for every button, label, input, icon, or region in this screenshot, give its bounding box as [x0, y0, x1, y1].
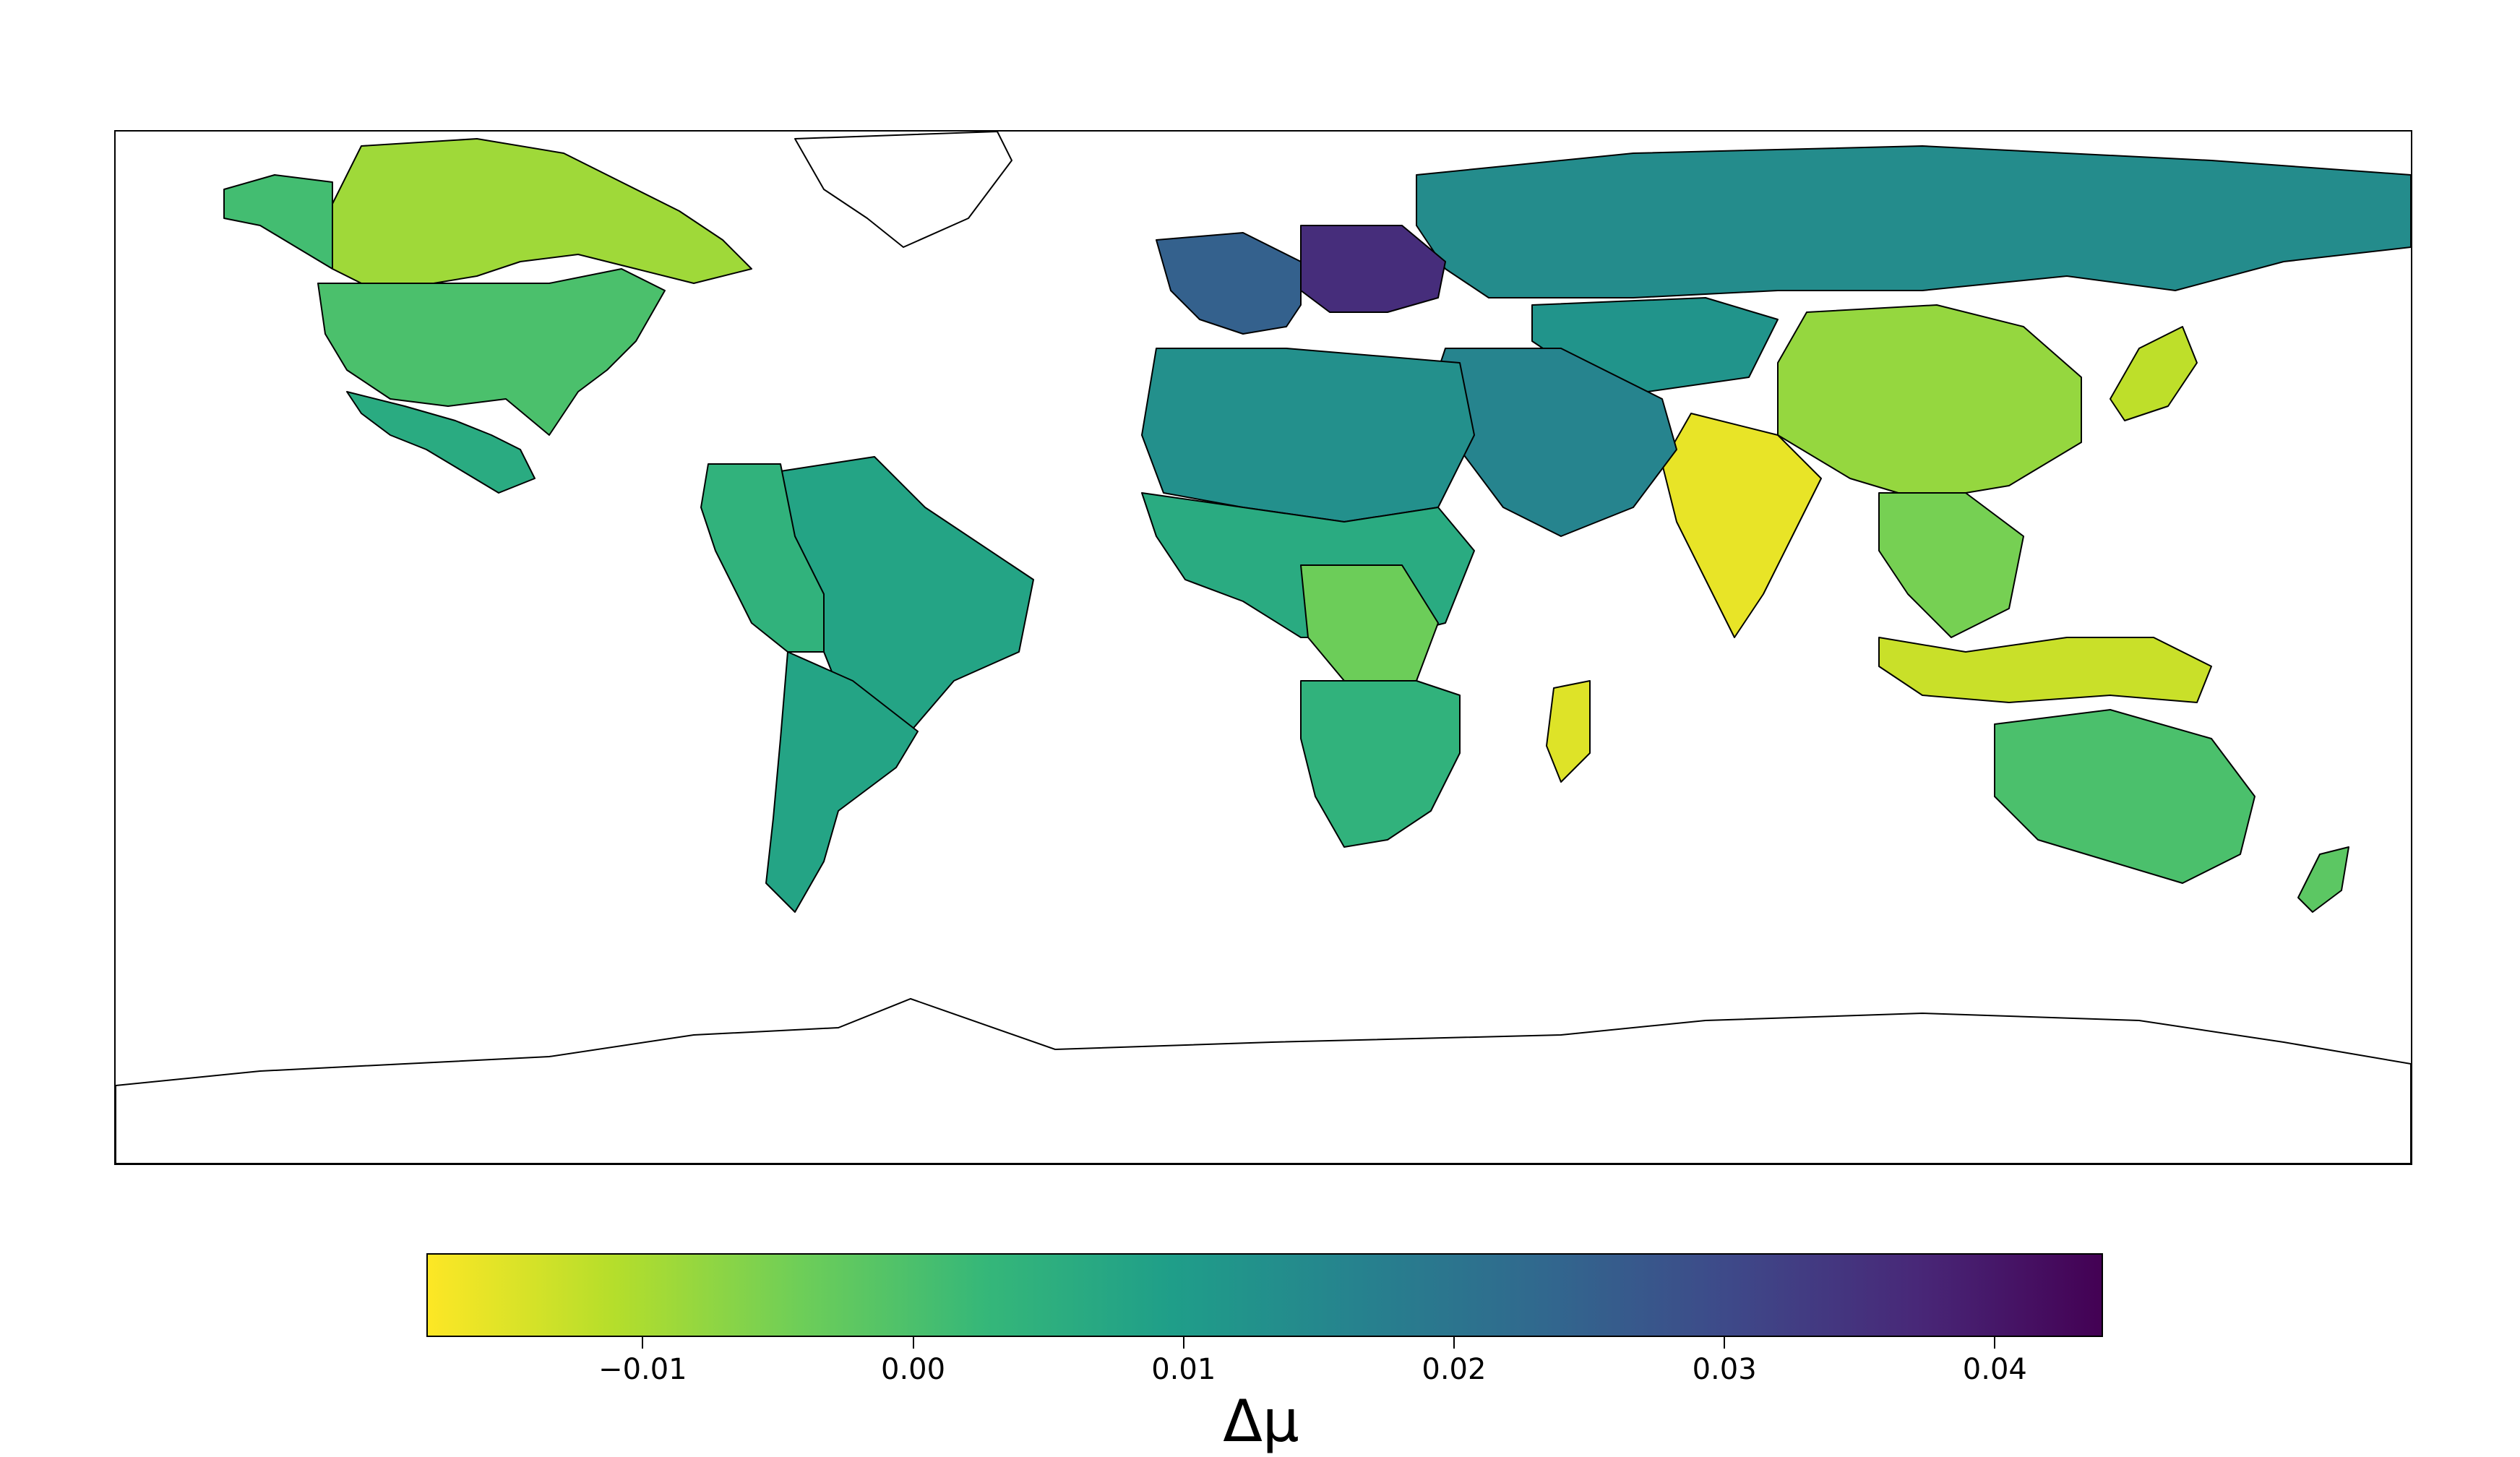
- colorbar-tick-label: 0.01: [1151, 1353, 1216, 1386]
- map-region-canada: [332, 138, 752, 284]
- map-frame: [114, 130, 2412, 1165]
- colorbar-tick-label: 0.00: [881, 1353, 946, 1386]
- map-region-madagascar: [1546, 680, 1591, 783]
- map-region-western-europe: [1156, 232, 1302, 335]
- map-regions: [223, 132, 2411, 913]
- colorbar-tick-label: 0.03: [1692, 1353, 1757, 1386]
- colorbar-gradient: [428, 1255, 2102, 1336]
- colorbar-tick-label: 0.02: [1422, 1353, 1487, 1386]
- map-region-alaska: [223, 174, 333, 270]
- colorbar-tick: [1994, 1337, 1996, 1349]
- colorbar-tick: [1724, 1337, 1726, 1349]
- colorbar-label: Δμ: [1223, 1388, 1299, 1455]
- map-region-china: [1777, 304, 2082, 501]
- colorbar: [426, 1253, 2103, 1337]
- map-region-south-america-west: [700, 463, 825, 653]
- map-region-mexico: [346, 391, 536, 494]
- map-region-indonesia: [1878, 637, 2212, 703]
- map-region-greenland: [794, 132, 1012, 248]
- colorbar-tick-label: −0.01: [598, 1353, 687, 1386]
- map-region-russia: [1416, 145, 2411, 298]
- map-region-india: [1661, 413, 1822, 638]
- map-region-antarctica: [116, 997, 2411, 1164]
- map-outlines: [116, 997, 2411, 1164]
- map-region-north-africa: [1141, 348, 1475, 523]
- colorbar-tick-label: 0.04: [1962, 1353, 2027, 1386]
- colorbar-tick: [642, 1337, 644, 1349]
- map-region-southeast-asia: [1878, 492, 2024, 638]
- map-region-new-zealand: [2297, 846, 2349, 913]
- map-region-united-states: [317, 268, 666, 436]
- colorbar-tick: [1182, 1337, 1184, 1349]
- map-region-central-europe: [1300, 225, 1446, 313]
- world-map: [116, 132, 2411, 1164]
- map-region-argentina: [765, 651, 919, 913]
- map-region-japan: [2110, 326, 2198, 421]
- colorbar-tick: [1453, 1337, 1455, 1349]
- colorbar-tick: [912, 1337, 914, 1349]
- map-region-australia: [1994, 709, 2255, 884]
- map-region-southern-africa: [1300, 680, 1461, 848]
